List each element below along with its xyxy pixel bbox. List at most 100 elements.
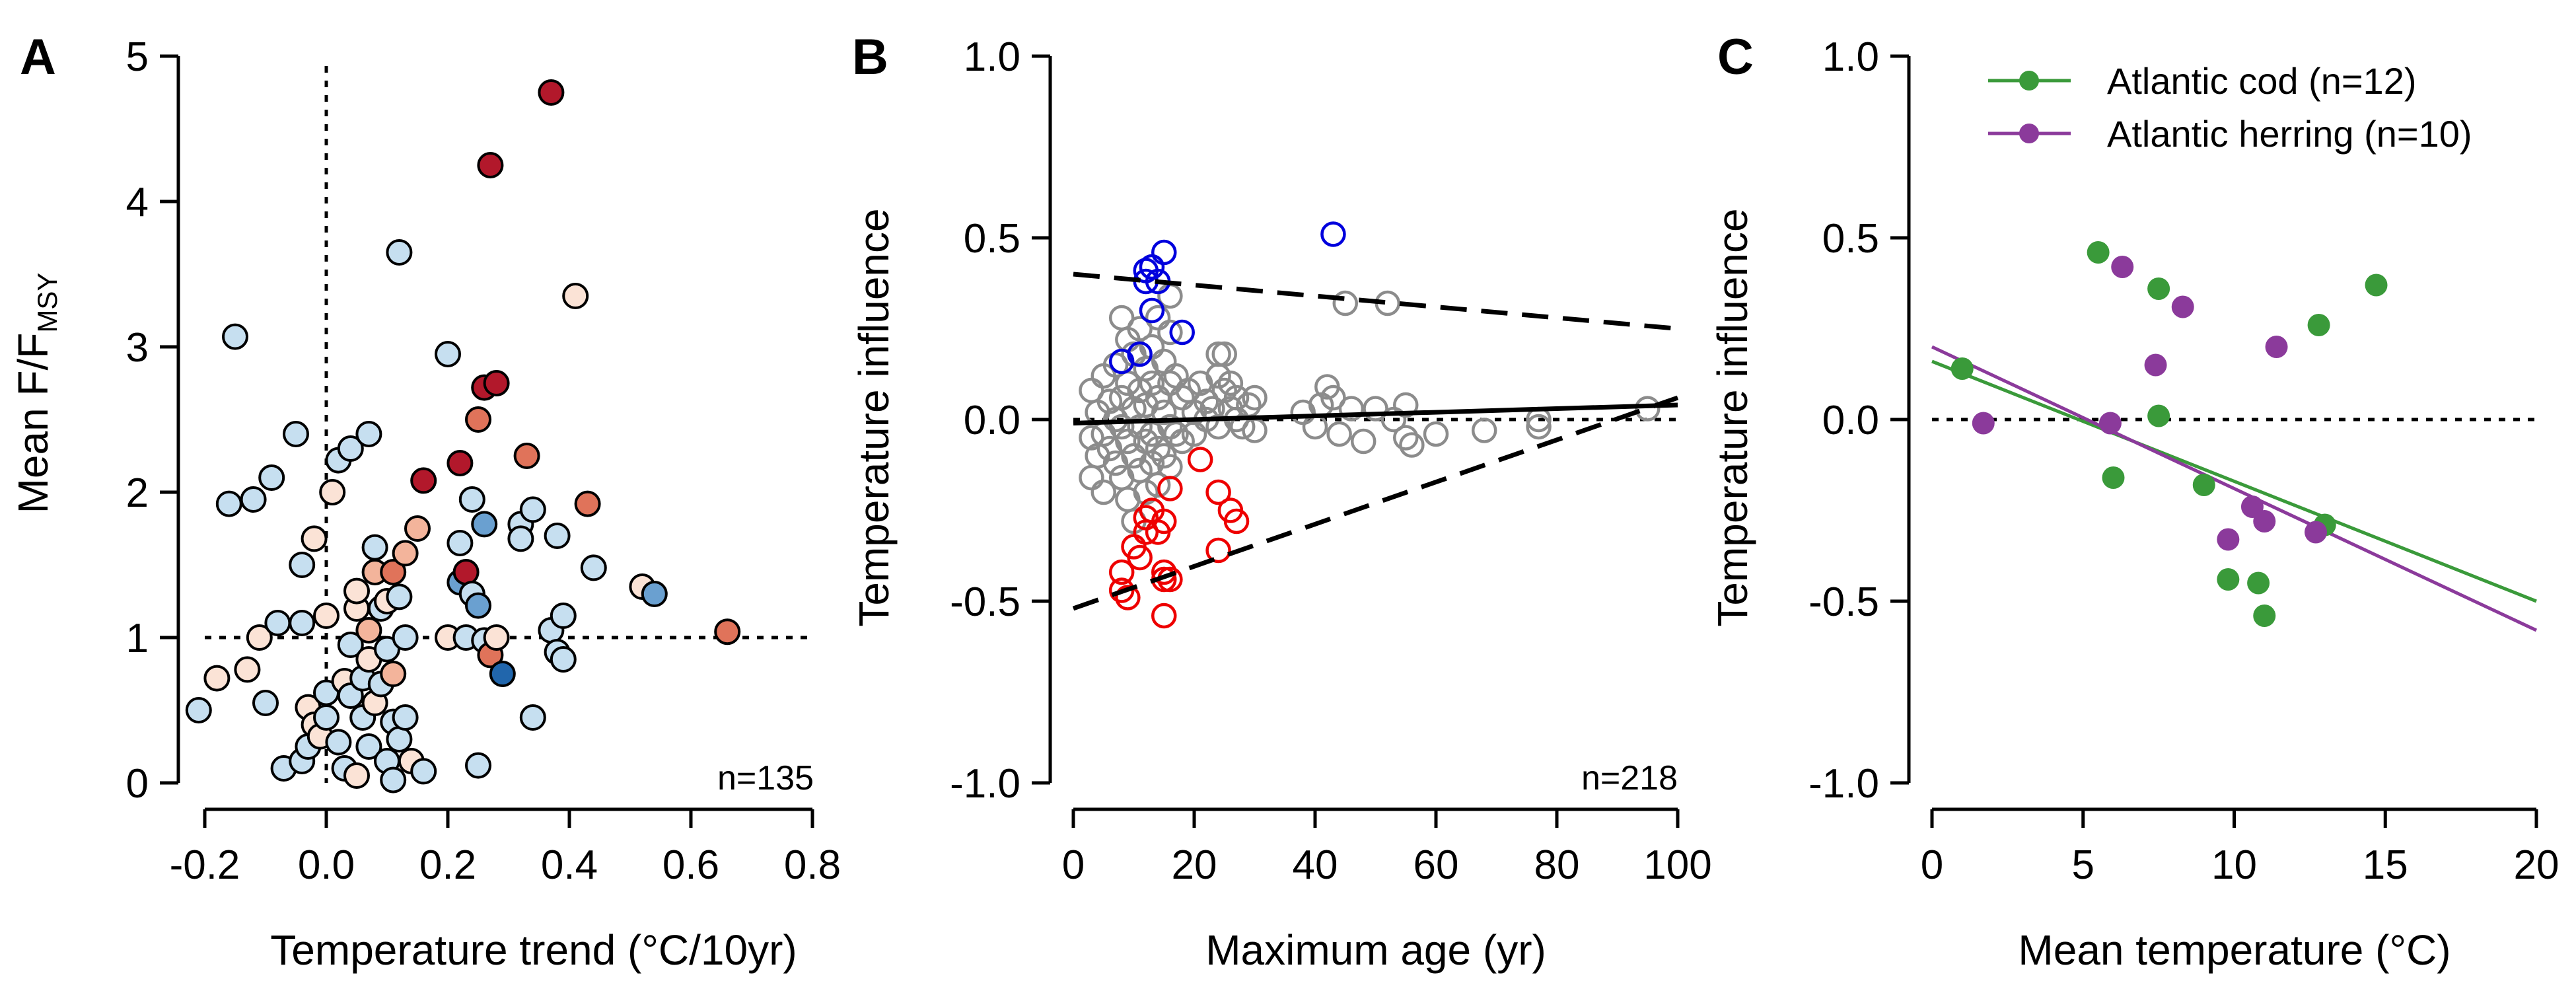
- data-point-b-neutral: [1127, 316, 1153, 342]
- y-tick-label-c: -1.0: [1808, 761, 1879, 807]
- plot-area-b: 0 20 40 60 80 100 -1.0 -0.5 0.0 0.5 1.0: [950, 34, 1712, 888]
- data-point-a: [355, 617, 382, 643]
- data-point-b-neutral: [1320, 385, 1346, 411]
- x-tick-label-b: 60: [1413, 842, 1459, 888]
- data-point-b-neutral: [1133, 479, 1159, 505]
- x-tick-label-b: 0: [1062, 842, 1085, 888]
- data-point-cod: [2147, 277, 2170, 300]
- data-point-herring: [2253, 510, 2276, 532]
- data-point-cod: [2192, 474, 2215, 496]
- fit-line-cod: [1931, 359, 2537, 603]
- data-point-b-neutral: [1163, 363, 1189, 389]
- data-point-a: [343, 577, 370, 605]
- data-point-b-positive: [1139, 297, 1165, 324]
- data-point-b-neutral: [1157, 319, 1183, 346]
- data-point-b-negative: [1108, 559, 1135, 585]
- data-point-b-negative: [1108, 577, 1135, 603]
- data-point-a: [386, 239, 413, 266]
- y-tick-label-b: 1.0: [964, 34, 1020, 80]
- y-axis-title-a-sub: MSY: [32, 273, 63, 333]
- data-point-a: [374, 636, 400, 663]
- x-axis-title-b: Maximum age (yr): [1205, 926, 1546, 974]
- data-point-a: [471, 511, 498, 538]
- data-point-b-negative: [1223, 508, 1250, 534]
- sample-size-a: n=135: [717, 759, 814, 797]
- y-tick-label-c: -0.5: [1808, 579, 1879, 625]
- data-point-a: [380, 766, 407, 793]
- y-axis-title-a-main: Mean F/F: [9, 333, 57, 514]
- data-point-b-neutral: [1163, 421, 1189, 447]
- data-point-a: [507, 525, 534, 552]
- y-tick-label-b: 0.5: [964, 216, 1020, 262]
- x-tick-label-c: 15: [2363, 842, 2408, 888]
- x-tick-label-a: 0.6: [662, 842, 719, 888]
- data-point-a: [465, 592, 491, 619]
- data-point-cod: [2102, 466, 2125, 489]
- data-point-a: [544, 523, 571, 549]
- data-point-a: [477, 152, 504, 178]
- data-point-b-neutral: [1102, 352, 1129, 378]
- data-point-a: [452, 559, 480, 585]
- data-point-herring: [2144, 353, 2167, 377]
- y-tick-label-b: -1.0: [950, 761, 1020, 807]
- data-point-a: [380, 661, 407, 687]
- fit-line-b: [1073, 402, 1678, 425]
- upper-bound-line: [1073, 272, 1678, 331]
- data-point-a: [380, 559, 407, 585]
- data-point-cod: [2247, 571, 2270, 595]
- data-point-b-neutral: [1526, 414, 1552, 440]
- x-tick-label-c: 20: [2514, 842, 2559, 888]
- data-point-b-neutral: [1217, 370, 1244, 396]
- data-point-a: [550, 646, 577, 673]
- y-tick-label-c: 0.0: [1822, 398, 1879, 443]
- data-point-a: [264, 610, 291, 636]
- data-point-b-negative: [1151, 603, 1177, 629]
- data-point-a: [313, 603, 340, 629]
- data-point-b-negative: [1151, 508, 1177, 534]
- x-tick-label-b: 40: [1293, 842, 1338, 888]
- data-point-a: [215, 490, 242, 517]
- y-tick-label-a: 0: [126, 761, 149, 807]
- y-tick-label-b: -0.5: [950, 579, 1020, 625]
- x-tick-label-b: 80: [1534, 842, 1580, 888]
- data-point-b-neutral: [1423, 421, 1449, 447]
- data-point-b-neutral: [1108, 414, 1135, 440]
- data-point-a: [185, 697, 212, 723]
- data-point-b-neutral: [1145, 472, 1171, 498]
- data-point-a: [343, 762, 370, 789]
- data-point-b-negative: [1157, 476, 1183, 501]
- data-point-b-neutral: [1302, 414, 1328, 440]
- data-point-b-neutral: [1205, 341, 1231, 367]
- legend-label-cod: Atlantic cod (n=12): [2107, 60, 2416, 102]
- data-point-b-positive: [1151, 239, 1177, 266]
- data-point-herring: [2171, 295, 2194, 318]
- data-point-a: [550, 603, 577, 629]
- legend-label-herring: Atlantic herring (n=10): [2107, 113, 2472, 155]
- data-point-a: [392, 624, 419, 651]
- x-tick-label-c: 0: [1921, 842, 1943, 888]
- data-point-a: [483, 624, 510, 651]
- y-tick-label-c: 1.0: [1822, 34, 1879, 80]
- y-axis-title-c: Temperature influence: [1709, 208, 1756, 626]
- data-point-cod: [2307, 314, 2330, 336]
- legend-marker-herring: [2019, 124, 2039, 143]
- data-point-cod: [1950, 357, 1974, 380]
- data-point-b-neutral: [1079, 464, 1104, 491]
- data-point-b-neutral: [1169, 428, 1195, 455]
- lower-bound-line: [1072, 395, 1679, 611]
- data-point-b-negative: [1205, 537, 1231, 564]
- data-point-cod: [2217, 568, 2240, 591]
- data-point-a: [410, 758, 437, 785]
- data-point-herring: [2305, 521, 2328, 544]
- data-point-b-neutral: [1350, 428, 1377, 455]
- x-tick-label-a: 0.2: [419, 842, 476, 888]
- data-point-a: [361, 534, 388, 561]
- plot-area-a: -0.2 0.0 0.2 0.4 0.6 0.8 0 1 2 3 4 5: [126, 34, 841, 888]
- data-point-a: [447, 530, 474, 556]
- x-tick-label-c: 10: [2211, 842, 2257, 888]
- data-point-b-neutral: [1194, 388, 1219, 414]
- data-point-a: [240, 486, 267, 513]
- data-point-a: [410, 467, 437, 494]
- data-point-a: [641, 581, 668, 607]
- data-point-a: [519, 496, 546, 523]
